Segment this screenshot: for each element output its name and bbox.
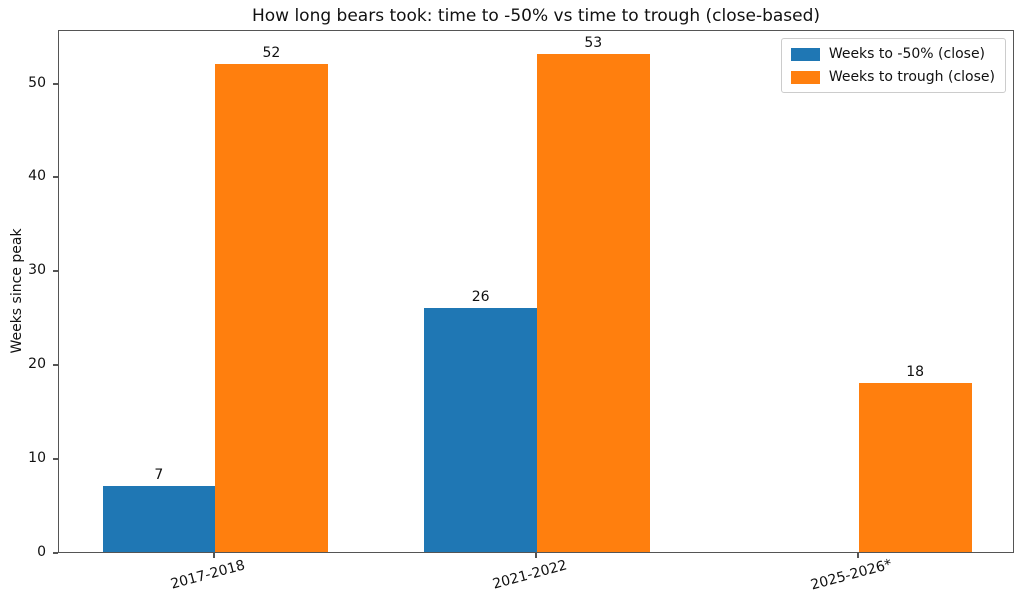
- legend-swatch: [790, 70, 820, 84]
- y-tick-label: 50: [28, 74, 46, 91]
- x-tick-mark: [535, 553, 537, 558]
- x-tick-mark: [213, 553, 216, 558]
- y-tick-label: 40: [28, 168, 46, 185]
- bar-value-label: 53: [584, 35, 603, 52]
- chart-title: How long bears took: time to -50% vs tim…: [251, 6, 821, 26]
- legend-label: Weeks to -50% (close): [828, 46, 986, 62]
- bar-2025-2026*-series1: [858, 383, 972, 552]
- bar-2021-2022-series1: [537, 54, 650, 552]
- x-tick-label: 2021-2022: [490, 557, 569, 593]
- bar-value-label: 7: [154, 467, 164, 484]
- bar-2017-2018-series0: [102, 486, 216, 552]
- bar-value-label: 26: [471, 288, 490, 305]
- legend: Weeks to -50% (close) Weeks to trough (cl…: [780, 38, 1006, 93]
- x-tick-mark: [856, 553, 859, 558]
- bar-value-label: 18: [906, 364, 925, 380]
- y-tick-label: 10: [28, 450, 46, 467]
- legend-label: Weeks to trough (close): [828, 69, 995, 85]
- bar-2017-2018-series1: [215, 63, 328, 552]
- y-tick-mark: [53, 458, 58, 461]
- y-tick-mark: [53, 552, 58, 554]
- y-tick-mark: [53, 270, 58, 273]
- legend-swatch: [790, 47, 820, 61]
- y-tick-mark: [53, 82, 58, 85]
- y-tick-label: 30: [28, 262, 46, 279]
- bar-2021-2022-series0: [424, 307, 537, 552]
- plot-area: Weeks to -50% (close) Weeks to trough (cl…: [58, 30, 1014, 553]
- legend-item: Weeks to trough (close): [790, 69, 995, 85]
- x-tick-label: 2017-2018: [169, 557, 247, 593]
- bar-value-label: 52: [262, 44, 281, 61]
- y-axis-label: Weeks since peak: [9, 228, 25, 354]
- y-tick-mark: [53, 176, 58, 179]
- legend-item: Weeks to -50% (close): [790, 46, 995, 62]
- y-tick-label: 0: [37, 544, 46, 560]
- y-tick-mark: [53, 364, 58, 367]
- x-tick-label: 2025-2026*: [808, 556, 894, 594]
- y-tick-label: 20: [28, 356, 46, 373]
